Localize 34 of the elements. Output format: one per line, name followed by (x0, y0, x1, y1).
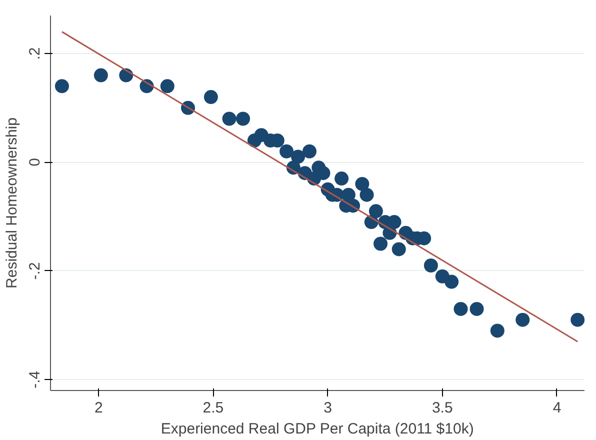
point (334, 172, 349, 186)
y-tick-label: -.4 (26, 370, 44, 388)
point (392, 242, 406, 256)
point (341, 188, 356, 202)
point (454, 302, 468, 316)
y-axis-title: Residual Homeownership (4, 118, 20, 288)
point (94, 68, 108, 82)
point (470, 302, 484, 316)
point (355, 176, 370, 191)
point (222, 112, 236, 126)
y-tick-label: .2 (26, 47, 44, 60)
x-tick-label: 2 (94, 400, 103, 416)
x-tick-label: 3.5 (432, 400, 453, 416)
y-tick-label: -.2 (26, 262, 44, 280)
point (360, 188, 374, 202)
point (444, 274, 459, 289)
point (291, 150, 306, 164)
point (374, 236, 388, 251)
point (160, 79, 174, 94)
y-tick-label: 0 (26, 158, 44, 166)
point (236, 112, 250, 126)
point (302, 144, 316, 158)
point (204, 90, 218, 104)
point (570, 312, 584, 327)
point (516, 312, 530, 327)
x-tick-label: 2.5 (202, 400, 224, 416)
point (424, 258, 438, 272)
point (368, 204, 383, 218)
point (54, 79, 69, 94)
x-axis-title: Experienced Real GDP Per Capita (2011 $10k) (160, 420, 474, 438)
x-tick-label: 3 (324, 400, 332, 416)
x-tick-label: 4 (552, 400, 562, 416)
point (280, 144, 294, 158)
point (490, 324, 504, 338)
